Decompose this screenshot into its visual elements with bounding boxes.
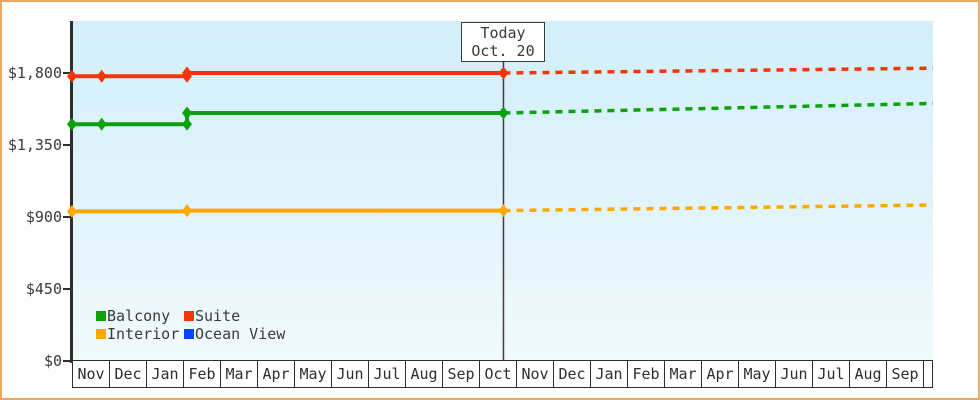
legend-swatch-icon xyxy=(184,329,194,339)
x-axis-month-cell: Jan xyxy=(590,361,627,387)
suite-forecast-line xyxy=(503,66,933,75)
interior-price-line xyxy=(72,208,504,214)
legend: Balcony Suite Interior Ocean View xyxy=(96,307,285,343)
today-date: Oct. 20 xyxy=(471,42,535,60)
interior-forecast-line xyxy=(503,203,933,213)
balcony-marker xyxy=(182,106,193,120)
x-axis-month-cell: May xyxy=(738,361,775,387)
y-axis-tick xyxy=(63,144,70,146)
balcony-forecast-line xyxy=(503,101,933,115)
x-axis-month-cell: Feb xyxy=(627,361,664,387)
x-axis-month-cell: Sep xyxy=(886,361,923,387)
x-axis-month-cell: Nov xyxy=(516,361,553,387)
legend-label: Ocean View xyxy=(195,325,286,343)
y-axis-tick xyxy=(63,360,70,362)
x-axis-month-cell: Apr xyxy=(701,361,738,387)
balcony-marker xyxy=(96,117,107,131)
y-axis-label: $1,800 xyxy=(7,64,62,82)
x-axis-month-cell: Aug xyxy=(849,361,886,387)
x-axis-month-cell: Oct xyxy=(479,361,516,387)
today-label: Today xyxy=(480,24,526,42)
suite-marker xyxy=(96,69,107,83)
suite-marker xyxy=(182,66,193,80)
x-axis-month-cell: Jan xyxy=(146,361,183,387)
x-axis-month-cell: May xyxy=(294,361,331,387)
x-axis-month-cell: Nov xyxy=(77,365,105,383)
legend-item-ocean-view: Ocean View xyxy=(184,325,285,343)
x-axis-month-cell: Jun xyxy=(775,361,812,387)
balcony-marker xyxy=(67,117,77,131)
legend-swatch-icon xyxy=(96,311,106,321)
y-axis-label: $0 xyxy=(43,352,62,370)
suite-marker xyxy=(67,69,77,83)
x-axis-month-cell: Sep xyxy=(442,361,479,387)
balcony-price-line xyxy=(72,111,504,127)
balcony-marker xyxy=(182,117,193,131)
legend-swatch-icon xyxy=(184,311,194,321)
legend-item-balcony: Balcony xyxy=(96,307,184,325)
legend-item-interior: Interior xyxy=(96,325,184,343)
interior-marker xyxy=(67,204,77,218)
y-axis-label: $900 xyxy=(25,208,62,226)
x-axis-month-cell: Aug xyxy=(405,361,442,387)
suite-marker xyxy=(498,66,509,80)
x-axis-month-cell: Jun xyxy=(331,361,368,387)
x-axis-month-cell: Feb xyxy=(183,361,220,387)
legend-label: Interior xyxy=(107,325,180,343)
y-axis-tick xyxy=(63,216,70,218)
balcony-marker xyxy=(498,106,509,120)
x-axis-month-cell: Dec xyxy=(109,361,146,387)
y-axis-label: $1,350 xyxy=(7,136,62,154)
interior-marker xyxy=(498,204,509,218)
x-axis-month-cell: Dec xyxy=(553,361,590,387)
x-axis-month-cell: Jul xyxy=(812,361,849,387)
y-axis-tick xyxy=(63,72,70,74)
x-axis-month-cell: Jul xyxy=(368,361,405,387)
interior-marker xyxy=(182,204,193,218)
legend-swatch-icon xyxy=(96,329,106,339)
suite-price-line xyxy=(72,71,504,79)
legend-label: Suite xyxy=(195,307,241,325)
x-axis-month-cell: Apr xyxy=(257,361,294,387)
x-axis-month-row: Nov Dec Jan Feb Mar Apr May Jun Jul Aug Sep Oct Nov D… xyxy=(72,360,933,388)
legend-item-suite: Suite xyxy=(184,307,285,325)
y-axis-line xyxy=(70,21,73,363)
x-axis-month-cell: Mar xyxy=(220,361,257,387)
x-axis-month-cell: Mar xyxy=(664,361,701,387)
today-annotation: Today Oct. 20 xyxy=(461,22,545,62)
y-axis-label: $450 xyxy=(25,280,62,298)
legend-label: Balcony xyxy=(107,307,171,325)
x-axis-month-cell xyxy=(923,361,932,387)
y-axis-tick xyxy=(63,288,70,290)
